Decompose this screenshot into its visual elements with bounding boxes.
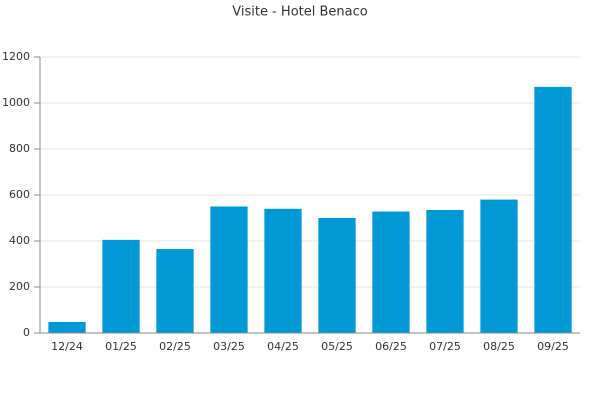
y-tick-label: 0: [23, 326, 30, 339]
x-tick-label: 06/25: [375, 340, 407, 353]
x-tick-label: 02/25: [159, 340, 191, 353]
x-tick-label: 07/25: [429, 340, 461, 353]
y-tick-label: 1200: [2, 50, 30, 63]
bar: [102, 239, 140, 333]
bar: [264, 208, 302, 333]
bar: [372, 211, 410, 333]
bars: [48, 86, 572, 334]
y-tick-label: 600: [9, 188, 30, 201]
bar: [48, 321, 86, 333]
y-tick-label: 1000: [2, 96, 30, 109]
bar: [480, 199, 518, 333]
x-tick-label: 01/25: [105, 340, 137, 353]
bar: [426, 209, 464, 333]
x-tick-label: 09/25: [537, 340, 569, 353]
y-tick-label: 200: [9, 280, 30, 293]
bar: [534, 86, 572, 334]
bar: [318, 218, 356, 333]
bar: [210, 206, 248, 333]
y-tick-label: 400: [9, 234, 30, 247]
x-tick-label: 04/25: [267, 340, 299, 353]
chart-title: Visite - Hotel Benaco: [232, 5, 367, 20]
bar: [156, 249, 194, 333]
x-tick-label: 03/25: [213, 340, 245, 353]
x-tick-label: 08/25: [483, 340, 515, 353]
y-tick-label: 800: [9, 142, 30, 155]
x-tick-label: 12/24: [51, 340, 83, 353]
x-tick-label: 05/25: [321, 340, 353, 353]
